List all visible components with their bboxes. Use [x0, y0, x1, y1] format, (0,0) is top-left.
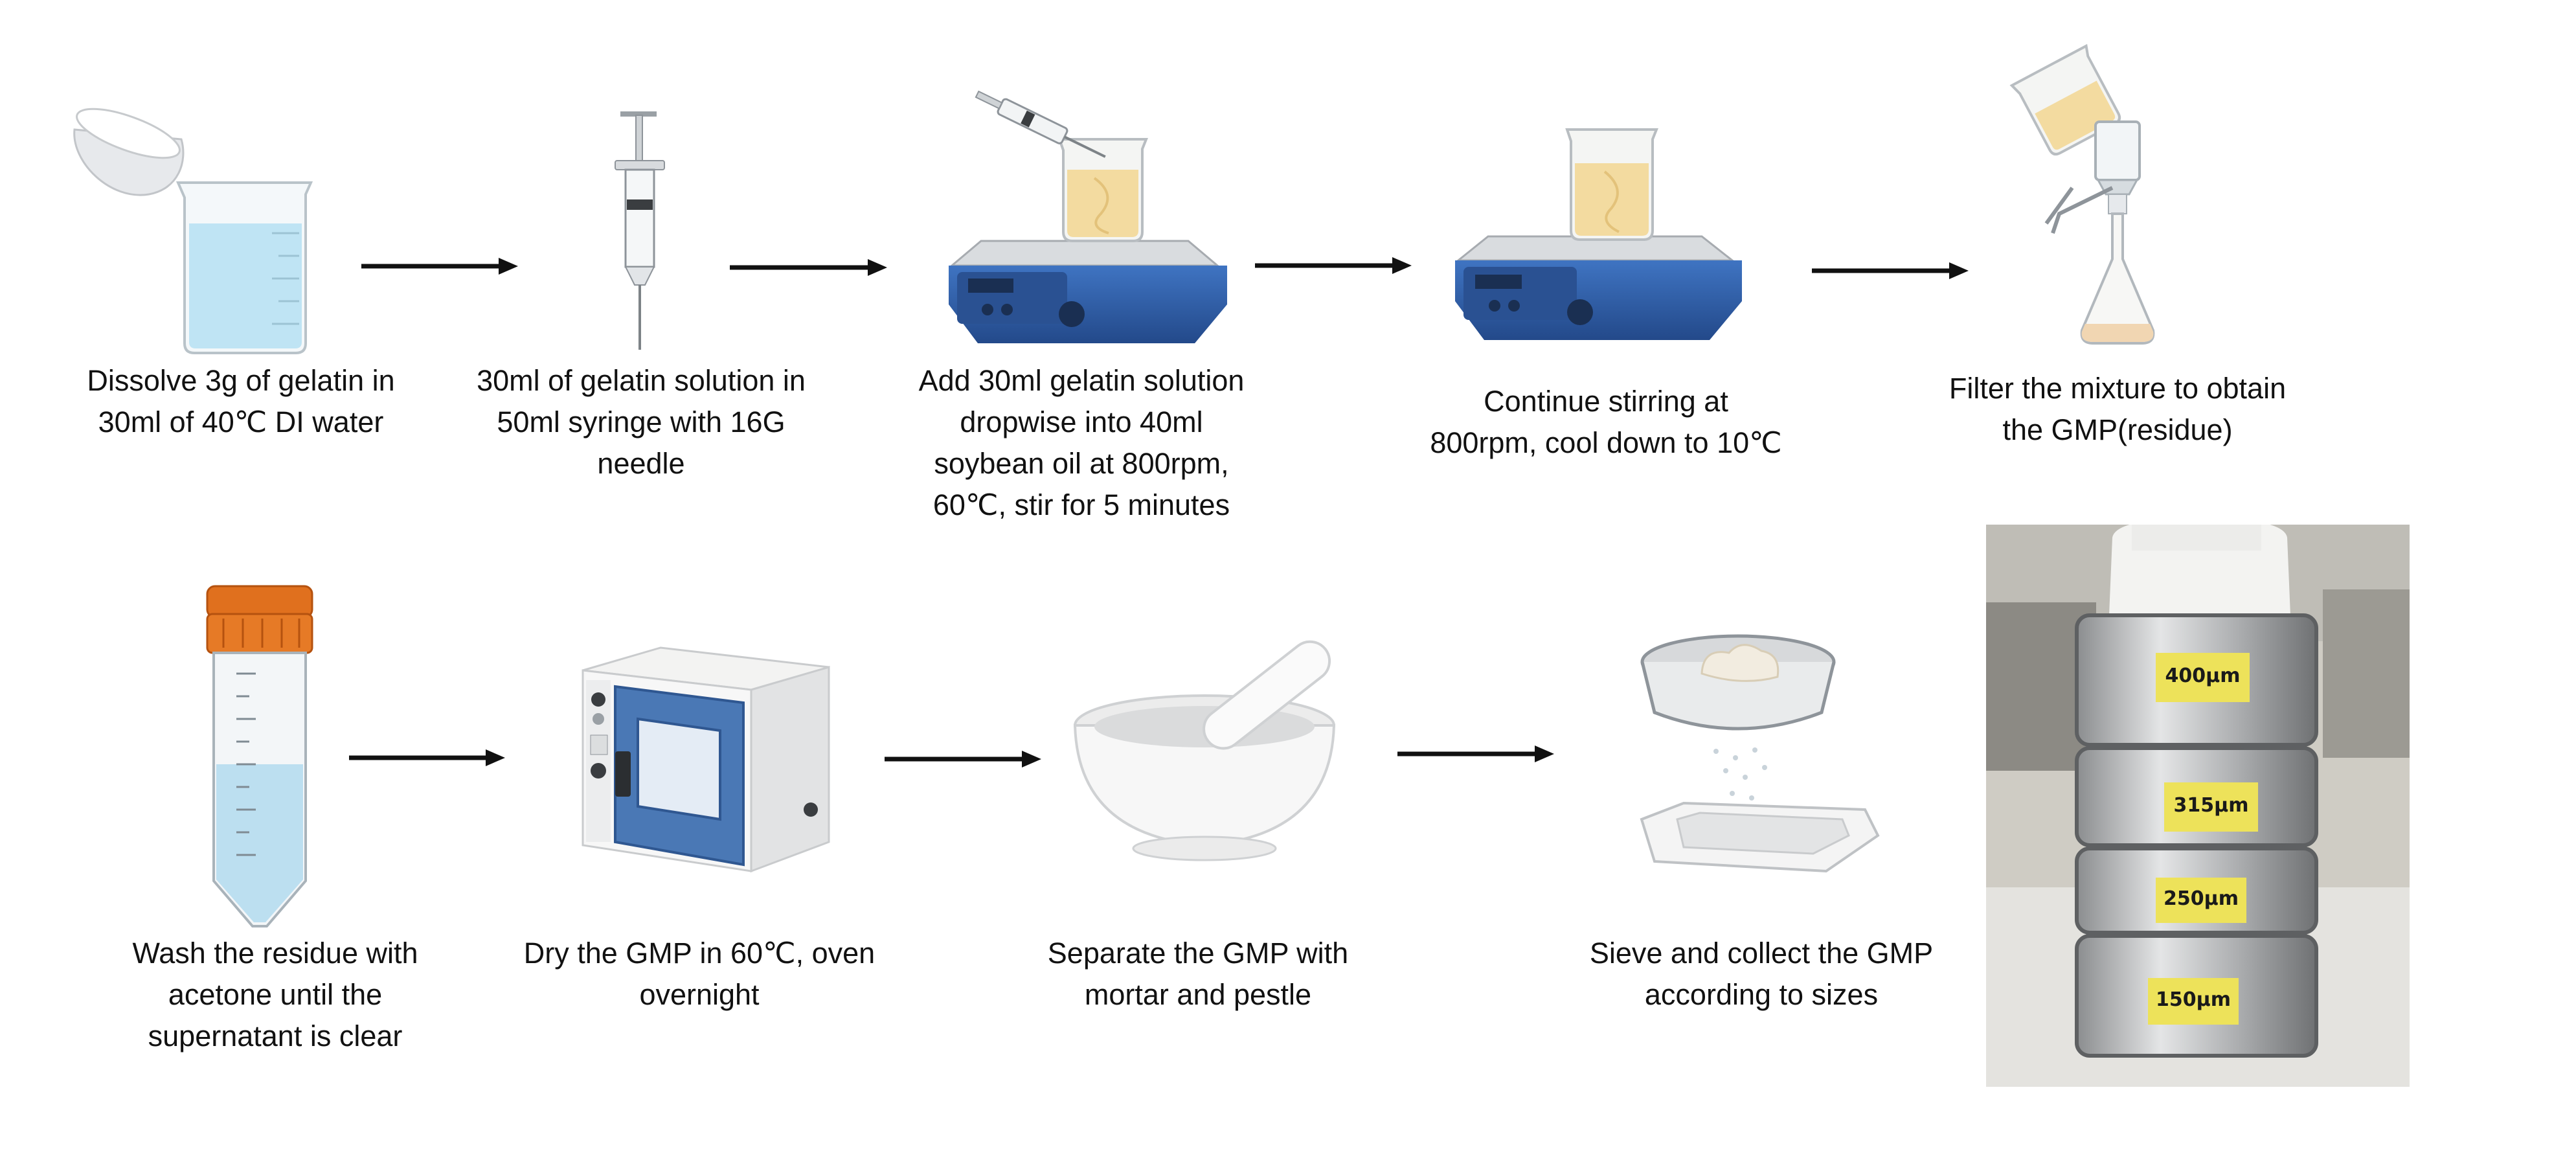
step-caption: Separate the GMP with mortar and pestle [1030, 933, 1366, 1016]
hotplate-syringe-icon [949, 90, 1227, 343]
drying-oven-icon [582, 646, 830, 873]
sieve-stack-drawing [1986, 525, 2410, 1087]
caption-line: 50ml syringe with 16G [497, 405, 785, 438]
caption-line: Dry the GMP in 60℃, oven [523, 937, 876, 970]
syringe-icon [615, 111, 665, 350]
step-caption: 30ml of gelatin solution in 50ml syringe… [466, 360, 816, 484]
caption-line: according to sizes [1644, 978, 1879, 1011]
sieve-label: 315μm [2173, 794, 2249, 817]
caption-line: 800rpm, cool down to 10℃ [1430, 426, 1782, 459]
sieve-label: 250μm [2164, 887, 2239, 910]
arrow-4 [1812, 262, 1969, 279]
caption-line: mortar and pestle [1084, 978, 1312, 1011]
caption-line: Add 30ml gelatin solution [918, 364, 1245, 397]
step-caption: Sieve and collect the GMP according to s… [1574, 933, 1949, 1016]
sieve-tray-icon [1640, 634, 1880, 873]
caption-line: overnight [639, 978, 760, 1011]
sieve-label: 150μm [2156, 988, 2231, 1011]
caption-line: Sieve and collect the GMP [1589, 937, 1934, 970]
arrow-3 [1255, 257, 1412, 274]
vacuum-filter-icon [2009, 43, 2155, 345]
arrow-5 [349, 749, 505, 766]
caption-line: dropwise into 40ml [960, 405, 1203, 438]
caption-line: the GMP(residue) [2002, 413, 2233, 446]
arrow-1 [361, 258, 518, 275]
caption-line: Dissolve 3g of gelatin in [87, 364, 395, 397]
sieve-stack-photo: 400μm 315μm 250μm 150μm [1986, 525, 2410, 1087]
step-caption: Wash the residue with acetone until the … [110, 933, 440, 1057]
caption-line: 60℃, stir for 5 minutes [932, 488, 1230, 521]
caption-line: 30ml of 40℃ DI water [98, 405, 384, 438]
caption-line: supernatant is clear [148, 1019, 403, 1052]
sieve-label: 400μm [2165, 665, 2241, 687]
step-caption: Continue stirring at 800rpm, cool down t… [1418, 381, 1794, 464]
caption-line: Filter the mixture to obtain [1949, 372, 2287, 405]
caption-line: 30ml of gelatin solution in [477, 364, 806, 397]
caption-line: Wash the residue with [132, 937, 418, 970]
caption-line: soybean oil at 800rpm, [934, 447, 1229, 480]
caption-line: needle [597, 447, 685, 480]
caption-line: Continue stirring at [1484, 385, 1728, 418]
centrifuge-tube-icon [206, 585, 313, 927]
hotplate-stirrer-icon [1455, 128, 1742, 340]
arrow-6 [885, 751, 1041, 768]
arrow-2 [730, 259, 887, 276]
step-caption: Add 30ml gelatin solution dropwise into … [907, 360, 1256, 526]
caption-line: acetone until the [168, 978, 383, 1011]
step-caption: Filter the mixture to obtain the GMP(res… [1930, 368, 2305, 451]
caption-line: Separate the GMP with [1047, 937, 1349, 970]
step-caption: Dry the GMP in 60℃, oven overnight [518, 933, 881, 1016]
arrow-7 [1397, 745, 1554, 762]
step-caption: Dissolve 3g of gelatin in 30ml of 40℃ DI… [79, 360, 403, 443]
mortar-pestle-icon [1073, 640, 1336, 861]
beaker-with-dish-icon [73, 108, 313, 354]
